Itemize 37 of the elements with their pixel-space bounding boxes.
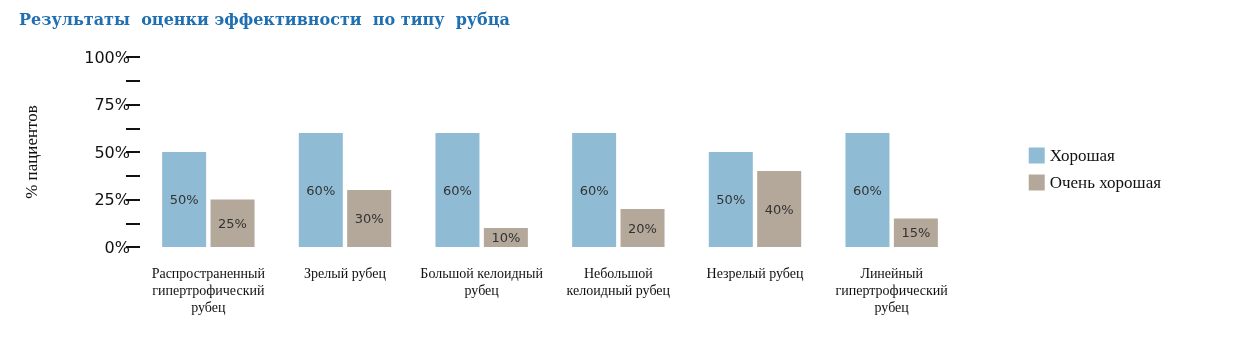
bar: [435, 133, 480, 247]
data-label: 50%: [716, 192, 746, 207]
data-label: 60%: [443, 182, 472, 198]
bar: [298, 133, 343, 247]
x-tick-label: Большой келоидный рубец: [420, 266, 544, 298]
data-label: 10%: [491, 230, 521, 245]
data-label: 40%: [764, 201, 794, 217]
data-label: 50%: [169, 192, 199, 207]
legend-label: Очень хорошая: [1049, 173, 1162, 192]
x-tick-label: Линейный гипертрофический рубец: [835, 266, 949, 315]
x-tick-label: Незрелый рубец: [706, 266, 804, 281]
y-axis-title: % пациентов: [22, 105, 41, 199]
data-label: 60%: [579, 182, 609, 198]
x-tick-label: Небольшой келоидный рубец: [566, 266, 671, 298]
data-label: 60%: [853, 182, 882, 198]
legend-label: Хорошая: [1049, 146, 1116, 165]
y-tick-label: 0%: [104, 237, 130, 257]
bar: [620, 209, 665, 247]
x-tick-label: Зрелый рубец: [304, 266, 387, 281]
y-tick-label: 75%: [94, 95, 130, 114]
bar: [757, 171, 802, 247]
data-label: 25%: [218, 215, 247, 231]
data-label: 15%: [901, 225, 931, 241]
chart-title: Результаты оценки эффективности по типу рубца: [19, 9, 510, 29]
bar: [162, 152, 207, 247]
data-label: 60%: [306, 182, 336, 198]
data-label: 20%: [628, 220, 657, 236]
y-tick-label: 50%: [94, 142, 130, 162]
y-tick-label: 25%: [94, 190, 130, 209]
y-tick-label: 100%: [84, 47, 130, 67]
bar: [210, 199, 255, 247]
x-tick-label: Распространенный гипертрофический рубец: [151, 266, 266, 315]
bar: [572, 133, 617, 247]
bar: [708, 152, 753, 247]
bar: [347, 190, 392, 247]
data-label: 30%: [354, 211, 384, 226]
bar: [845, 133, 890, 247]
